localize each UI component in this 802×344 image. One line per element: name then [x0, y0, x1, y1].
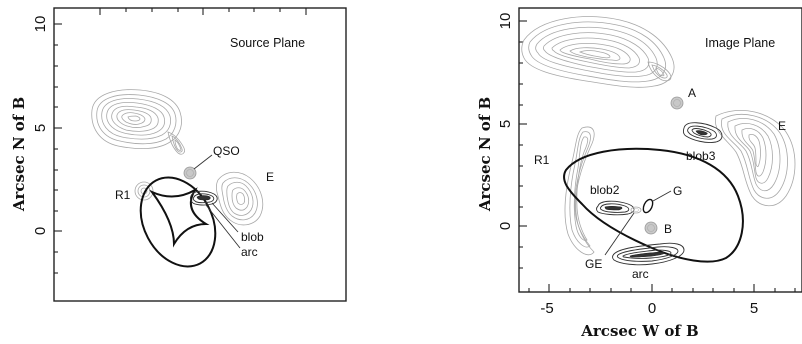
source-ytick-5: 5	[32, 124, 49, 132]
image-label-a: A	[688, 86, 696, 100]
source-label-qso: QSO	[213, 144, 240, 158]
source-label-blob: blob	[241, 230, 264, 244]
source-plane-frame	[53, 7, 347, 302]
image-label-r1: R1	[534, 153, 550, 167]
image-y-axis-label: Arcsec N of B	[476, 97, 494, 212]
image-xtick-0: 0	[648, 300, 656, 317]
source-label-e: E	[266, 170, 274, 184]
image-left-ticks	[519, 20, 527, 269]
image-critical-curve	[563, 147, 744, 263]
image-e-galaxy-contours	[714, 109, 796, 207]
source-r1-contours	[134, 181, 154, 201]
source-left-ticks	[54, 23, 62, 274]
source-blob-contours	[189, 190, 218, 206]
source-galaxy-contours	[91, 89, 185, 155]
source-plane-title: Source Plane	[230, 36, 305, 50]
image-plane-title: Image Plane	[705, 36, 775, 50]
source-plane-panel: 10 5 0 Arcsec N of B Source Plane	[10, 7, 347, 302]
image-plane-frame	[518, 7, 802, 293]
image-xtick-neg5: -5	[540, 300, 553, 317]
image-r1-contours	[564, 126, 595, 256]
image-label-blob2: blob2	[590, 183, 620, 197]
image-bottom-ticks	[528, 284, 796, 292]
image-galaxy-contours	[521, 16, 675, 88]
image-xtick-5: 5	[750, 300, 758, 317]
source-e-galaxy-contours	[216, 171, 264, 226]
source-ytick-0: 0	[32, 227, 49, 235]
image-ytick-0: 0	[497, 222, 514, 230]
image-ytick-5: 5	[497, 120, 514, 128]
image-plane-panel: 10 5 0 -5 0 5 Arcsec N of B Arcsec W of …	[476, 7, 802, 340]
image-label-e: E	[778, 119, 786, 133]
image-label-b: B	[664, 222, 672, 236]
image-arc-contours	[612, 242, 685, 266]
source-astroid-caustic	[148, 187, 210, 248]
source-y-axis-label: Arcsec N of B	[10, 97, 28, 212]
source-qso-marker	[183, 166, 197, 180]
source-label-r1: R1	[115, 188, 131, 202]
source-caustic-ellipse	[139, 176, 217, 268]
image-g-ellipse	[642, 198, 654, 214]
image-blob3-contours	[682, 122, 723, 143]
image-ytick-10: 10	[497, 13, 514, 30]
image-b-marker	[644, 221, 658, 235]
image-a-marker	[670, 96, 684, 110]
source-label-arc: arc	[241, 245, 258, 259]
image-x-axis-label: Arcsec W of B	[580, 322, 698, 340]
image-label-g: G	[673, 184, 682, 198]
source-ytick-10: 10	[32, 16, 49, 33]
image-label-blob3: blob3	[686, 149, 716, 163]
image-label-arc: arc	[632, 267, 649, 281]
image-ge-marker	[630, 206, 642, 214]
source-top-ticks	[99, 8, 307, 15]
image-blob2-contours	[596, 200, 635, 216]
image-label-ge: GE	[585, 257, 602, 271]
